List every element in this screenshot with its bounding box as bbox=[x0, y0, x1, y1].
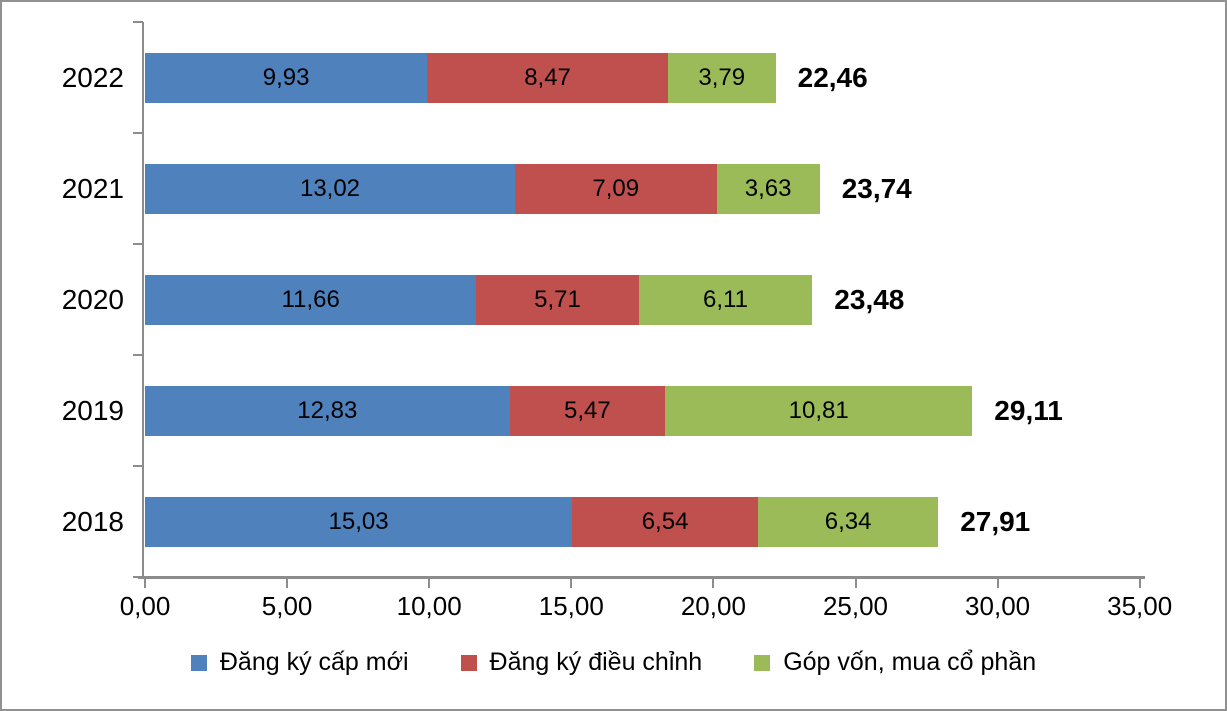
bar-value-label: 13,02 bbox=[299, 174, 361, 202]
bar-value-label: 9,93 bbox=[262, 63, 310, 91]
category-axis-tick bbox=[133, 243, 143, 245]
legend-item: Góp vốn, mua cổ phần bbox=[754, 648, 1036, 677]
x-axis-tick bbox=[570, 576, 573, 588]
category-label: 2022 bbox=[61, 61, 124, 93]
total-label: 23,74 bbox=[841, 172, 912, 204]
x-axis-tick bbox=[1138, 576, 1141, 588]
bar-segment: 9,93 bbox=[145, 52, 428, 103]
bar-segment: 15,03 bbox=[145, 496, 573, 547]
category-label: 2018 bbox=[61, 505, 124, 537]
bar-value-label: 3,63 bbox=[744, 174, 792, 202]
legend: Đăng ký cấp mới Đăng ký điều chỉnh Góp vốn… bbox=[2, 648, 1225, 677]
x-tick-label: 15,00 bbox=[538, 591, 604, 621]
bar-segment: 5,71 bbox=[476, 274, 639, 325]
total-label: 22,46 bbox=[797, 61, 868, 93]
bar-segment: 3,63 bbox=[716, 163, 820, 214]
bar-value-label: 15,03 bbox=[328, 507, 389, 535]
bar-value-label: 8,47 bbox=[524, 63, 571, 91]
bar-value-label: 5,71 bbox=[534, 285, 581, 313]
x-axis-tick bbox=[996, 576, 999, 588]
bar-value-label: 5,47 bbox=[563, 396, 611, 424]
bar-value-label: 3,79 bbox=[698, 63, 746, 91]
bar-segment: 8,47 bbox=[427, 52, 668, 103]
bar-segment: 7,09 bbox=[515, 163, 717, 214]
legend-swatch-icon bbox=[754, 654, 771, 671]
category-axis-tick bbox=[133, 354, 143, 356]
value-axis-line bbox=[138, 576, 1145, 579]
bar-segment: 12,83 bbox=[145, 385, 510, 436]
category-label: 2019 bbox=[61, 394, 124, 426]
legend-item: Đăng ký điều chỉnh bbox=[460, 648, 703, 677]
x-tick-label: 25,00 bbox=[822, 591, 889, 621]
x-tick-label: 0,00 bbox=[119, 591, 171, 621]
legend-label: Đăng ký điều chỉnh bbox=[489, 648, 703, 676]
bar-segment: 13,02 bbox=[145, 163, 516, 214]
total-label: 27,91 bbox=[960, 505, 1031, 537]
bar-value-label: 7,09 bbox=[592, 174, 640, 202]
legend-swatch-icon bbox=[460, 654, 477, 671]
legend-swatch-icon bbox=[190, 654, 207, 671]
x-tick-label: 35,00 bbox=[1107, 591, 1173, 621]
bar-segment: 6,54 bbox=[572, 496, 758, 547]
x-axis-tick bbox=[854, 576, 857, 588]
bar-value-label: 6,11 bbox=[702, 285, 748, 313]
legend-label: Góp vốn, mua cổ phần bbox=[783, 648, 1037, 676]
category-axis-tick bbox=[133, 465, 143, 467]
category-axis-tick bbox=[133, 132, 143, 134]
bar-segment: 11,66 bbox=[145, 274, 477, 325]
category-axis-line bbox=[142, 22, 144, 577]
bar-segment: 3,79 bbox=[667, 52, 776, 103]
bar-segment: 6,34 bbox=[758, 496, 939, 547]
x-tick-label: 5,00 bbox=[261, 591, 313, 621]
x-axis-tick bbox=[144, 576, 146, 588]
x-tick-label: 30,00 bbox=[965, 591, 1031, 621]
x-axis-tick bbox=[286, 576, 289, 588]
bar-value-label: 6,34 bbox=[824, 507, 872, 535]
category-label: 2020 bbox=[61, 283, 124, 315]
legend-label: Đăng ký cấp mới bbox=[219, 648, 409, 676]
legend-item: Đăng ký cấp mới bbox=[190, 648, 409, 677]
bar-value-label: 12,83 bbox=[297, 396, 358, 424]
bar-segment: 10,81 bbox=[665, 385, 973, 436]
x-axis-tick bbox=[712, 576, 715, 588]
total-label: 23,48 bbox=[834, 283, 905, 315]
bar-segment: 6,11 bbox=[638, 274, 813, 325]
x-tick-label: 10,00 bbox=[396, 591, 462, 621]
bar-segment: 5,47 bbox=[509, 385, 666, 436]
bar-value-label: 10,81 bbox=[788, 396, 849, 424]
x-tick-label: 20,00 bbox=[680, 591, 746, 621]
category-label: 2021 bbox=[61, 172, 124, 204]
total-label: 29,11 bbox=[994, 394, 1063, 426]
category-axis-tick bbox=[133, 21, 143, 23]
bar-value-label: 11,66 bbox=[281, 285, 340, 313]
x-axis-tick bbox=[428, 576, 431, 588]
bar-value-label: 6,54 bbox=[641, 507, 689, 535]
